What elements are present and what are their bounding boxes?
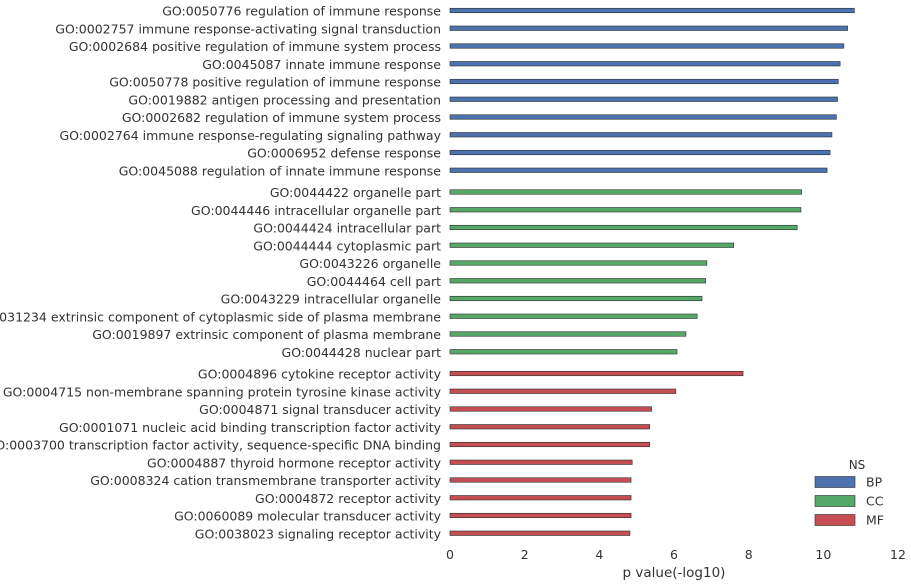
bar-bp xyxy=(449,25,848,31)
legend-label: BP xyxy=(866,475,883,490)
bar-mf xyxy=(449,512,632,519)
bar-cc xyxy=(449,260,708,266)
category-label: GO:0050776 regulation of immune response xyxy=(162,4,441,19)
legend-entry-cc: CC xyxy=(814,494,884,509)
category-label: GO:0044464 cell part xyxy=(307,274,441,289)
category-labels: GO:0050776 regulation of immune response… xyxy=(0,4,442,542)
category-label: GO:0031234 extrinsic component of cytopl… xyxy=(0,309,441,324)
category-label: GO:0043226 organelle xyxy=(299,256,441,271)
bar-bp xyxy=(449,149,831,156)
category-label: GO:0004896 cytokine receptor activity xyxy=(198,367,442,382)
legend-label: MF xyxy=(866,513,884,528)
x-tick-label: 8 xyxy=(745,547,753,562)
bar-bp xyxy=(449,114,837,120)
category-label: GO:0004871 signal transducer activity xyxy=(199,402,441,417)
x-tick-label: 6 xyxy=(670,547,678,562)
category-label: GO:0045088 regulation of innate immune r… xyxy=(119,163,442,178)
bar-mf xyxy=(449,477,632,483)
bar-cc xyxy=(449,224,798,231)
category-label: GO:0019897 extrinsic component of plasma… xyxy=(92,327,441,342)
bar-bp xyxy=(449,61,841,67)
x-tick-label: 0 xyxy=(446,547,454,562)
bar-mf xyxy=(449,441,651,448)
category-label: GO:0044444 cytoplasmic part xyxy=(253,238,441,253)
category-label: GO:0044446 intracellular organelle part xyxy=(191,203,441,218)
category-label: GO:0002682 regulation of immune system p… xyxy=(122,110,441,125)
bar-mf xyxy=(449,406,652,412)
bar-cc xyxy=(449,189,802,195)
bar-mf xyxy=(449,424,651,430)
category-label: GO:0044424 intracellular part xyxy=(253,221,441,236)
category-label: GO:0038023 signaling receptor activity xyxy=(195,526,442,541)
bar-cc xyxy=(449,331,687,337)
category-label: GO:0008324 cation transmembrane transpor… xyxy=(90,473,441,488)
category-label: GO:0001071 nucleic acid binding transcri… xyxy=(59,420,442,435)
x-tick-label: 10 xyxy=(815,547,831,562)
bar-bp xyxy=(449,132,833,138)
bar-bp xyxy=(449,167,828,173)
legend-entry-bp: BP xyxy=(814,475,883,490)
bar-cc xyxy=(449,313,698,319)
category-label: GO:0044422 organelle part xyxy=(270,185,441,200)
category-label: GO:0004887 thyroid hormone receptor acti… xyxy=(147,455,442,470)
category-label: GO:0003700 transcription factor activity… xyxy=(0,438,441,453)
x-axis-title: p value(-log10) xyxy=(623,565,726,581)
bars-layer xyxy=(449,7,855,536)
legend-label: CC xyxy=(866,494,884,509)
legend-entries: BP CC MF xyxy=(814,475,884,528)
bar-cc xyxy=(449,207,802,213)
category-label: GO:0019882 antigen processing and presen… xyxy=(128,92,441,107)
x-tick-label: 2 xyxy=(521,547,529,562)
category-label: GO:0006952 defense response xyxy=(247,146,441,161)
bar-cc xyxy=(449,295,703,302)
category-label: GO:0060089 molecular transducer activity xyxy=(174,509,442,524)
legend-swatch xyxy=(814,476,856,488)
category-label: GO:0002757 immune response-activating si… xyxy=(55,21,441,36)
bar-bp xyxy=(449,78,839,85)
bar-mf xyxy=(449,370,744,377)
category-label: GO:0004872 receptor activity xyxy=(255,491,442,506)
category-label: GO:0045087 innate immune response xyxy=(202,57,441,72)
bar-cc xyxy=(449,278,707,284)
category-label: GO:0050778 positive regulation of immune… xyxy=(109,75,441,90)
bar-bp xyxy=(449,7,855,14)
category-label: GO:0004715 non-membrane spanning protein… xyxy=(3,384,442,399)
legend: NS BP CC MF xyxy=(814,458,884,528)
category-label: GO:0002684 positive regulation of immune… xyxy=(69,39,441,54)
x-tick-label: 12 xyxy=(890,547,906,562)
category-label: GO:0043229 intracellular organelle xyxy=(221,292,442,307)
bar-mf xyxy=(449,388,677,394)
bar-cc xyxy=(449,349,678,355)
bar-cc xyxy=(449,242,735,248)
legend-swatch xyxy=(814,514,856,526)
legend-entry-mf: MF xyxy=(814,513,884,528)
legend-title: NS xyxy=(849,458,866,472)
x-axis-ticks: 0 2 4 6 8 10 12 xyxy=(446,547,906,562)
bar-bp xyxy=(449,43,845,49)
legend-swatch xyxy=(814,495,856,507)
category-label: GO:0002764 immune response-regulating si… xyxy=(59,128,441,143)
category-label: GO:0044428 nuclear part xyxy=(282,345,442,360)
x-tick-label: 4 xyxy=(595,547,603,562)
bar-bp xyxy=(449,96,838,102)
bar-mf xyxy=(449,495,632,501)
bar-mf xyxy=(449,530,631,536)
bar-mf xyxy=(449,459,633,465)
